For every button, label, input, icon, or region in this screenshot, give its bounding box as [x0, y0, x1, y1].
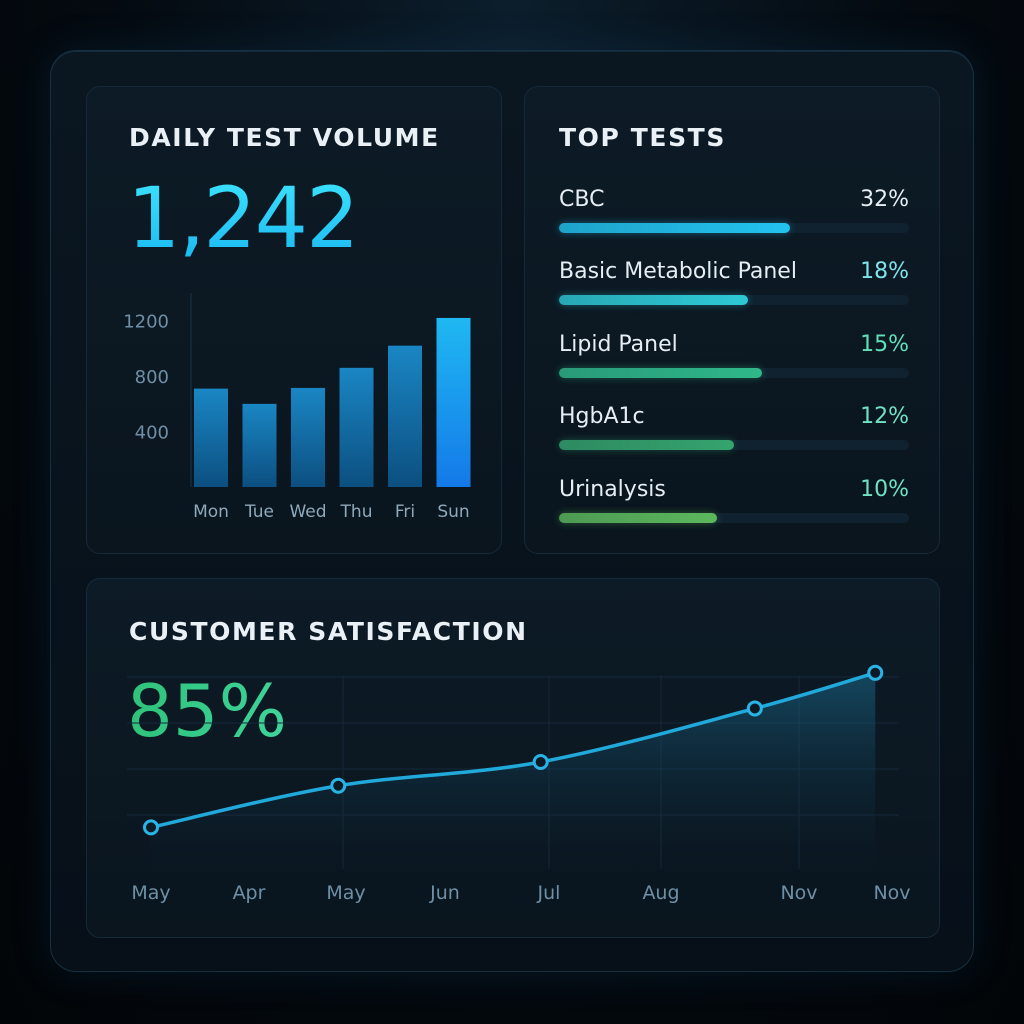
daily-test-volume-title: DAILY TEST VOLUME	[129, 123, 440, 152]
top-test-name: Urinalysis	[559, 477, 666, 502]
top-tests-title: TOP TESTS	[559, 123, 726, 152]
top-test-bar-fill	[559, 513, 717, 523]
top-test-percent: 12%	[860, 404, 909, 429]
top-test-row: Lipid Panel 15%	[559, 332, 909, 378]
top-test-name: Lipid Panel	[559, 332, 678, 357]
x-category-label: Tue	[244, 502, 274, 522]
satisfaction-line-chart: May Apr May Jun Jul Aug Nov Nov	[127, 664, 911, 904]
x-month-label: Jul	[537, 882, 561, 904]
y-tick-label: 400	[135, 423, 169, 444]
top-test-bar-track	[559, 368, 909, 378]
satisfaction-point	[143, 819, 159, 836]
y-tick-label: 1200	[123, 312, 169, 333]
top-test-name: CBC	[559, 187, 605, 212]
satisfaction-point	[330, 777, 347, 794]
x-category-label: Thu	[340, 502, 373, 522]
volume-bar	[388, 345, 422, 487]
top-test-bar-fill	[559, 368, 762, 378]
top-test-bar-track	[559, 440, 909, 450]
customer-satisfaction-card: CUSTOMER SATISFACTION 85% May Apr May Jun Ju…	[86, 578, 940, 938]
x-month-label: May	[131, 882, 170, 904]
top-test-bar-track	[559, 513, 909, 523]
y-tick-label: 800	[135, 367, 169, 388]
top-test-row: Urinalysis 10%	[559, 477, 909, 523]
x-month-label: May	[326, 882, 365, 904]
volume-bar	[194, 388, 228, 487]
customer-satisfaction-value: 85%	[127, 669, 288, 753]
daily-test-volume-total: 1,242	[127, 169, 359, 267]
top-test-bar-fill	[559, 223, 790, 233]
top-test-percent: 18%	[860, 259, 909, 284]
volume-bar	[436, 317, 471, 487]
x-month-label: Aug	[642, 882, 679, 904]
x-category-label: Wed	[289, 502, 326, 522]
top-test-bar-fill	[559, 295, 748, 305]
satisfaction-area	[151, 672, 876, 869]
top-test-bar-track	[559, 223, 909, 233]
satisfaction-point	[532, 753, 549, 770]
volume-bar	[339, 367, 374, 487]
top-test-bar-fill	[559, 440, 734, 450]
x-month-label: Nov	[873, 882, 910, 904]
top-test-row: Basic Metabolic Panel 18%	[559, 259, 909, 305]
customer-satisfaction-title: CUSTOMER SATISFACTION	[129, 617, 528, 646]
volume-bar	[291, 387, 325, 487]
x-month-label: Nov	[780, 882, 817, 904]
satisfaction-point	[746, 700, 763, 717]
x-category-label: Sun	[437, 502, 469, 522]
top-test-percent: 15%	[860, 332, 909, 357]
daily-volume-bar-chart: 400 800 1200 Mon Tue Wed Thu Fri Sun	[123, 293, 471, 522]
top-test-percent: 10%	[860, 477, 909, 502]
top-test-row: CBC 32%	[559, 187, 909, 233]
top-test-bar-track	[559, 295, 909, 305]
volume-bar	[242, 403, 277, 487]
daily-test-volume-card: DAILY TEST VOLUME 1,242 400 800 1200 Mon Tue…	[86, 86, 502, 554]
x-month-label: Jun	[429, 882, 460, 904]
x-category-label: Mon	[193, 502, 229, 522]
top-test-percent: 32%	[860, 187, 909, 212]
top-test-row: HgbA1c 12%	[559, 404, 909, 450]
top-tests-card: TOP TESTS CBC 32% Basic Metabolic Panel 18%…	[524, 86, 940, 554]
satisfaction-point	[867, 664, 884, 681]
x-month-label: Apr	[233, 882, 266, 904]
x-category-label: Fri	[395, 502, 415, 522]
top-test-name: Basic Metabolic Panel	[559, 259, 797, 284]
top-test-name: HgbA1c	[559, 404, 645, 429]
